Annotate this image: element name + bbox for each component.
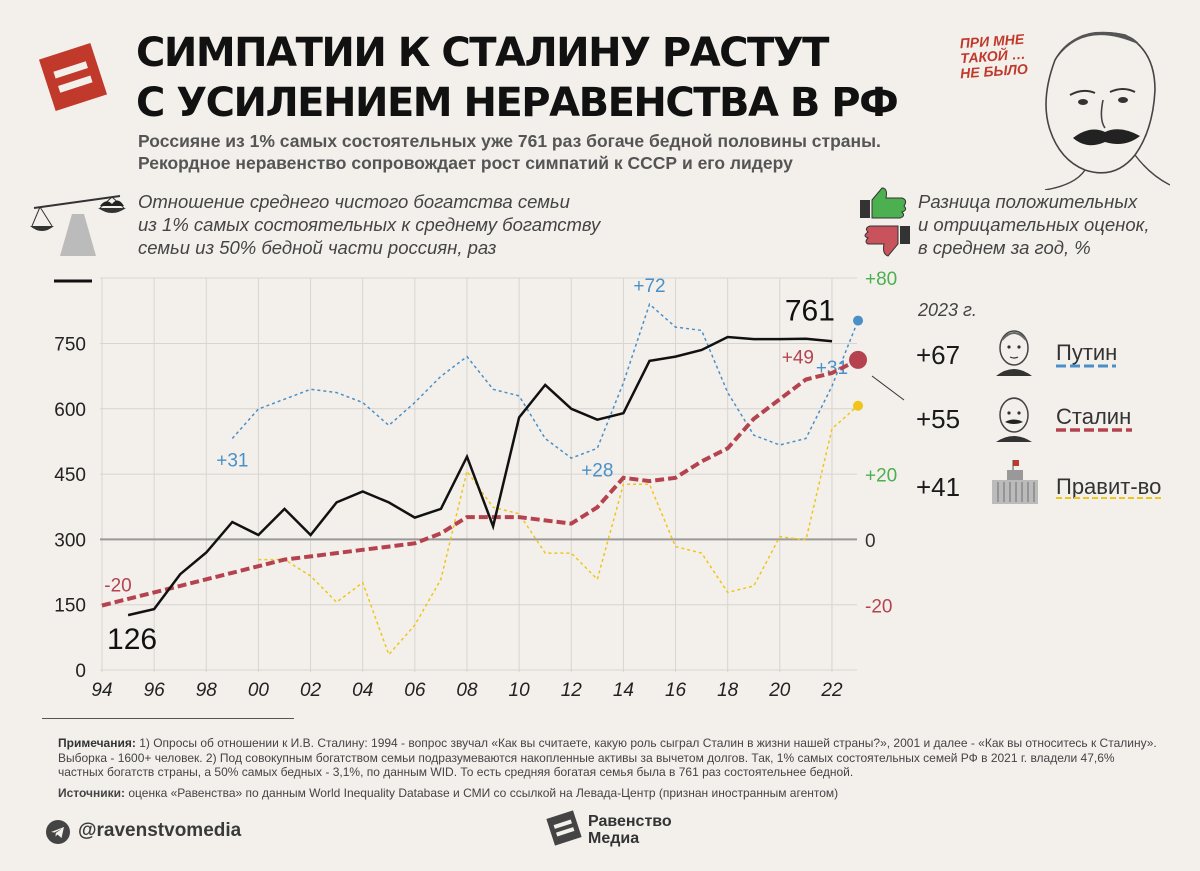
- stalin-pointer-line: [871, 375, 905, 401]
- stalin-portrait-icon: [996, 397, 1032, 442]
- x-tick-label: 06: [404, 680, 426, 700]
- left-legend-line-1: Отношение среднего чистого богатства сем…: [138, 191, 570, 212]
- sources-label: Источники:: [58, 786, 126, 800]
- main-chart: 94 96 98 00 02 04 06 08 10 12 14 16 18 20 22 0 150 300 450…: [54, 269, 897, 700]
- right-tick-label: 0: [865, 531, 876, 552]
- subtitle: Россияне из 1% самых состоятельных уже 7…: [138, 130, 881, 174]
- left-tick-label: 300: [54, 530, 86, 551]
- brand-line-1: Равенство: [588, 813, 672, 830]
- x-tick-label: 22: [820, 680, 843, 700]
- x-tick-label: 12: [561, 680, 583, 700]
- rating-diff-legend: Разница положительных и отрицательных оц…: [918, 190, 1150, 259]
- left-tick-label: 750: [54, 335, 86, 356]
- series-data-label: +72: [633, 276, 665, 297]
- series-data-label: -20: [104, 576, 131, 597]
- series-endpoint-Путин: [853, 315, 864, 326]
- right-tick-label: +80: [865, 269, 897, 290]
- wealth-ratio-legend: Отношение среднего чистого богатства сем…: [138, 190, 600, 259]
- government-building-icon: [992, 460, 1038, 504]
- series-line-Правит-во: [258, 405, 859, 657]
- subtitle-line-1: Россияне из 1% самых состоятельных уже 7…: [138, 131, 881, 151]
- notes: Примечания: 1) Опросы об отношении к И.В…: [58, 736, 1158, 780]
- x-tick-label: 00: [248, 680, 270, 700]
- ravenstvo-logo: [38, 42, 108, 112]
- x-tick-label: 16: [665, 680, 687, 700]
- x-tick-label: 14: [613, 680, 634, 700]
- series-data-label: +28: [581, 460, 613, 481]
- putin-portrait-icon: [996, 330, 1032, 376]
- thumbs-up-down-icon: [860, 187, 910, 257]
- left-legend-line-3: семьи из 50% бедной части россиян, раз: [138, 237, 497, 258]
- telegram-icon[interactable]: [46, 820, 70, 844]
- x-tick-label: 04: [352, 680, 373, 700]
- right-tick-label: +20: [865, 466, 897, 487]
- brand-name: Равенство Медиа: [588, 813, 672, 847]
- putin-legend-name: Путин: [1056, 340, 1118, 365]
- x-tick-label: 02: [300, 680, 322, 700]
- x-tick-label: 08: [456, 680, 478, 700]
- brand-line-2: Медиа: [588, 830, 640, 847]
- right-legend-line-1: Разница положительных: [918, 191, 1138, 212]
- wealth-ratio-line: [127, 335, 833, 617]
- stalin-portrait-illustration: [1044, 31, 1170, 190]
- x-tick-label: 10: [509, 680, 531, 700]
- notes-text: 1) Опросы об отношении к И.В. Сталину: 1…: [58, 736, 1157, 779]
- x-tick-label: 20: [768, 680, 791, 700]
- subtitle-line-2: Рекордное неравенство сопровождает рост …: [138, 153, 793, 173]
- government-legend-value: +41: [916, 472, 961, 502]
- notes-divider: [42, 718, 294, 719]
- scales-icon: [30, 195, 126, 256]
- sources-text: оценка «Равенства» по данным World Inequ…: [128, 786, 839, 800]
- stalin-legend-name: Сталин: [1056, 404, 1132, 429]
- page-title: СИМПАТИИ К СТАЛИНУ РАСТУТ С УСИЛЕНИЕМ НЕ…: [136, 28, 899, 128]
- left-tick-label: 150: [54, 596, 86, 617]
- series-data-label: +49: [782, 348, 814, 369]
- wealth-ratio-data-label: 126: [107, 623, 157, 656]
- putin-legend-value: +67: [916, 340, 961, 370]
- title-line-1: СИМПАТИИ К СТАЛИНУ РАСТУТ: [136, 30, 829, 76]
- government-legend-name: Правит-во: [1056, 474, 1162, 499]
- series-endpoint-Правит-во: [853, 400, 864, 411]
- legend-year: 2023 г.: [918, 300, 977, 320]
- ravenstvo-footer-logo: [546, 810, 582, 846]
- x-tick-label: 18: [717, 680, 739, 700]
- series-line-Сталин: [101, 358, 859, 608]
- wealth-ratio-data-label: 761: [785, 295, 835, 328]
- right-legend-line-2: и отрицательных оценок,: [918, 214, 1150, 235]
- telegram-handle-link[interactable]: @ravenstvomedia: [78, 820, 242, 841]
- left-tick-label: 0: [75, 661, 86, 682]
- x-tick-label: 98: [196, 680, 218, 700]
- x-tick-label: 96: [144, 680, 166, 700]
- left-legend-line-2: из 1% самых состоятельных к среднему бог…: [138, 214, 601, 235]
- x-tick-label: 94: [91, 680, 112, 700]
- stalin-legend-value: +55: [916, 404, 961, 434]
- title-line-2: С УСИЛЕНИЕМ НЕРАВЕНСТВА В РФ: [136, 80, 899, 126]
- series-endpoint-Сталин: [849, 350, 868, 369]
- notes-label: Примечания:: [58, 736, 136, 750]
- left-tick-label: 450: [54, 465, 86, 486]
- sources: Источники: оценка «Равенства» по данным …: [58, 786, 838, 800]
- right-tick-label: -20: [865, 597, 892, 618]
- legend-line-swatches: [1056, 364, 1164, 499]
- series-line-Путин: [231, 302, 859, 459]
- left-tick-label: 600: [54, 400, 86, 421]
- right-legend-line-3: в среднем за год, %: [918, 237, 1091, 258]
- series-data-label: +31: [216, 450, 248, 471]
